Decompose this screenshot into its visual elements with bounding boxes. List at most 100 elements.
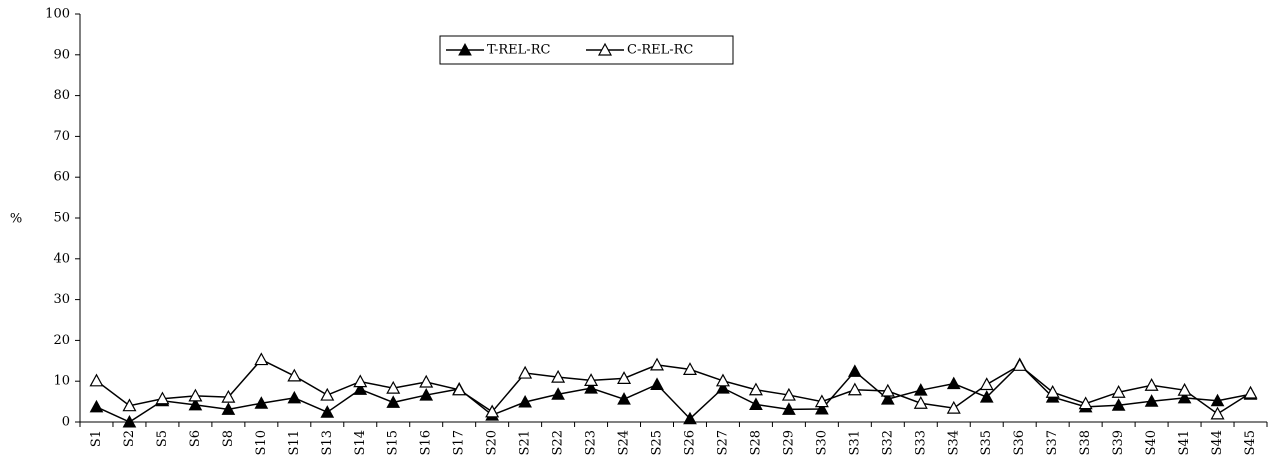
x-tick-label: S36 xyxy=(1012,430,1027,455)
x-tick-label: S11 xyxy=(287,430,302,455)
data-point xyxy=(748,382,763,396)
data-point xyxy=(913,395,928,409)
data-point xyxy=(1243,385,1258,399)
data-point xyxy=(782,402,796,415)
data-point xyxy=(551,387,565,400)
y-tick-label: 70 xyxy=(53,129,70,144)
x-tick-label: S38 xyxy=(1078,430,1093,455)
data-point xyxy=(1144,378,1159,391)
x-tick-label: S28 xyxy=(748,430,763,455)
data-point xyxy=(946,376,961,390)
series-c-rel-rc xyxy=(96,358,1251,415)
y-tick-label: 90 xyxy=(53,47,70,62)
y-axis-label: % xyxy=(10,212,22,227)
data-point xyxy=(419,374,434,388)
data-point xyxy=(1012,358,1027,371)
data-point xyxy=(419,388,434,401)
x-tick-label: S13 xyxy=(320,430,335,455)
x-tick-label: S39 xyxy=(1111,430,1126,455)
data-point xyxy=(221,402,236,415)
x-tick-label: S29 xyxy=(781,430,796,455)
data-point xyxy=(584,381,598,394)
data-point xyxy=(814,394,829,408)
legend-marker-c-rel-rc xyxy=(597,42,613,56)
x-tick-label: S27 xyxy=(715,430,730,455)
x-axis: S1 S2 S5 S6 S8 S10 S11 S13 S14 S15 S16 S17 S20 S21 S22… xyxy=(79,421,1268,455)
data-point xyxy=(880,383,895,397)
data-point xyxy=(1210,406,1225,420)
data-point xyxy=(386,380,401,394)
data-point xyxy=(386,395,401,408)
data-point xyxy=(320,405,335,418)
x-tick-label: S20 xyxy=(485,430,500,455)
x-tick-label: S37 xyxy=(1045,430,1060,455)
x-tick-label: S30 xyxy=(814,430,829,455)
data-point xyxy=(1144,394,1159,407)
x-tick-label: S35 xyxy=(979,430,994,455)
x-tick-label: S44 xyxy=(1210,430,1225,455)
data-point xyxy=(979,377,994,391)
data-point xyxy=(913,383,928,396)
data-point xyxy=(1045,384,1060,398)
data-point xyxy=(89,399,104,413)
data-point xyxy=(749,397,763,410)
y-tick-label: 50 xyxy=(53,211,70,226)
data-point xyxy=(584,373,599,386)
x-tick-label: S22 xyxy=(551,430,566,455)
data-point xyxy=(155,391,170,405)
data-point xyxy=(188,397,203,411)
x-tick-label: S34 xyxy=(946,430,961,455)
x-tick-label: S41 xyxy=(1177,430,1192,455)
data-point xyxy=(848,364,862,377)
y-tick-label: 30 xyxy=(53,292,70,307)
legend-box xyxy=(439,35,734,65)
data-point xyxy=(452,382,467,396)
x-tick-label: S32 xyxy=(880,430,895,455)
x-tick-label: S1 xyxy=(89,430,104,447)
data-point xyxy=(518,365,533,379)
data-point xyxy=(1111,384,1126,398)
data-point xyxy=(781,387,796,401)
data-point xyxy=(946,400,961,414)
x-tick-label: S16 xyxy=(419,430,434,455)
x-tick-label: S8 xyxy=(221,430,236,447)
data-point xyxy=(650,357,665,371)
data-point xyxy=(188,388,203,402)
data-point xyxy=(617,371,632,384)
data-point xyxy=(287,390,302,404)
x-tick-label: S24 xyxy=(617,430,632,455)
y-tick-label: 60 xyxy=(53,170,70,185)
x-tick-label: S40 xyxy=(1144,430,1159,455)
data-point xyxy=(551,369,566,383)
legend-marker-t-rel-rc xyxy=(458,42,472,56)
x-tick-label: S10 xyxy=(254,430,269,455)
data-point xyxy=(815,401,829,415)
legend: T-REL-RC C-REL-RC xyxy=(439,35,734,65)
x-tick-label: S5 xyxy=(155,430,170,447)
legend-label-c-rel-rc: C-REL-RC xyxy=(627,43,693,58)
x-tick-label: S33 xyxy=(913,430,928,455)
series-line xyxy=(96,358,1251,415)
data-point xyxy=(89,373,104,387)
data-point xyxy=(979,390,994,403)
series-markers-t-rel-rc xyxy=(89,357,1258,428)
x-tick-label: S23 xyxy=(584,430,599,455)
series-markers-c-rel-rc xyxy=(89,352,1258,420)
data-point xyxy=(650,377,664,390)
y-tick-label: 100 xyxy=(45,7,70,22)
data-point xyxy=(716,381,730,394)
x-tick-label: S15 xyxy=(386,430,401,455)
data-point xyxy=(1078,396,1093,410)
data-point xyxy=(715,373,730,387)
y-tick-label: 20 xyxy=(53,333,70,348)
data-point xyxy=(683,411,697,425)
series-t-rel-rc xyxy=(96,363,1251,423)
series-layer xyxy=(89,352,1258,428)
y-tick-label: 0 xyxy=(62,415,70,430)
data-point xyxy=(221,389,236,403)
data-point xyxy=(122,414,137,428)
data-point xyxy=(353,382,368,395)
x-tick-label: S45 xyxy=(1243,430,1258,455)
y-axis: 0 10 20 30 40 50 60 70 80 90 100 xyxy=(45,7,81,430)
data-point xyxy=(254,396,269,409)
